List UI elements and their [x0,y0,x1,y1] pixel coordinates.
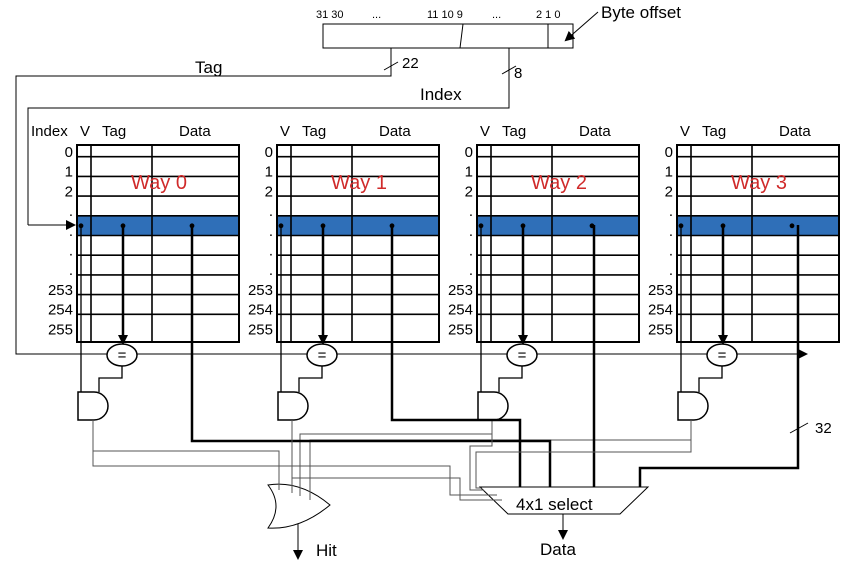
way-label: Way 3 [731,172,787,194]
row-label: 255 [48,321,73,338]
row-label: . [669,243,673,260]
bit-label-dots-1: ... [372,9,381,21]
tag-bus: Tag 22 [15,48,808,359]
column-header-tag: Tag [302,123,326,140]
index-bus: Index 8 [27,48,522,230]
selected-set-row [277,215,439,236]
row-label: 254 [48,302,73,319]
data-out-label: Data [540,540,576,559]
column-header-index: Index [31,123,68,140]
tag-width-label: 22 [402,55,419,72]
column-header-v: V [680,123,690,140]
column-header-tag: Tag [102,123,126,140]
column-header-v: V [480,123,490,140]
row-label: . [69,223,73,240]
comparator-symbol: = [518,347,527,364]
comparator-symbol: = [718,347,727,364]
row-label: 254 [648,302,673,319]
cache-way-0: Index V Tag Data 0 1 2.... 253 254 255 Way 0 = [31,123,240,421]
row-label: 253 [248,282,273,299]
row-label: . [669,203,673,220]
index-bus-label: Index [420,85,462,104]
row-label: 255 [448,321,473,338]
column-header-tag: Tag [502,123,526,140]
row-label: 1 [265,164,273,181]
row-label: 253 [448,282,473,299]
tag-bus-label: Tag [195,58,222,77]
row-label: 253 [48,282,73,299]
hit-label: Hit [316,541,337,560]
row-label: 0 [465,144,473,161]
column-header-tag: Tag [702,123,726,140]
row-label: 254 [448,302,473,319]
row-label: . [269,262,273,279]
row-label: . [669,223,673,240]
row-label: . [269,223,273,240]
comparator-symbol: = [118,347,127,364]
row-label: 2 [65,183,73,200]
byte-offset-label: Byte offset [601,3,681,22]
row-label: . [669,262,673,279]
column-header-data: Data [379,123,411,140]
way-label: Way 2 [531,172,587,194]
and-gate-icon [477,391,509,421]
row-label: 2 [265,183,273,200]
bit-label-2-1-0: 2 1 0 [536,9,560,21]
row-label: . [69,203,73,220]
index-width-label: 8 [514,65,522,82]
or-gate-icon [267,483,331,529]
cache-way-3: V Tag Data 0 1 2.... 253 254 255 Way 3 = [648,123,840,421]
bit-label-dots-2: ... [492,9,501,21]
data-width-label: 32 [815,420,832,437]
row-label: 0 [65,144,73,161]
row-label: 2 [665,183,673,200]
selected-set-row [77,215,239,236]
row-label: . [269,243,273,260]
column-header-v: V [80,123,90,140]
row-label: 1 [65,164,73,181]
row-label: 253 [648,282,673,299]
row-label: 255 [248,321,273,338]
row-label: . [469,223,473,240]
column-header-v: V [280,123,290,140]
row-label: 1 [465,164,473,181]
row-label: 0 [265,144,273,161]
cache-ways: Index V Tag Data 0 1 2.... 253 254 255 Way 0 = V Tag D… [31,123,840,421]
hit-logic: Hit [92,420,692,560]
column-header-data: Data [779,123,811,140]
bit-label-31-30: 31 30 [316,9,344,21]
and-gate-icon [77,391,109,421]
row-label: . [269,203,273,220]
comparator-symbol: = [318,347,327,364]
address-register: 31 30 ... 11 10 9 ... 2 1 0 Byte offset [316,3,681,49]
row-label: . [69,262,73,279]
selected-set-row [477,215,639,236]
row-label: 2 [465,183,473,200]
row-label: . [469,203,473,220]
and-gate-icon [277,391,309,421]
row-label: 1 [665,164,673,181]
mux-4x1 [478,486,650,515]
column-header-data: Data [579,123,611,140]
row-label: 0 [665,144,673,161]
mux-label: 4x1 select [516,495,593,514]
cache-way-1: V Tag Data 0 1 2.... 253 254 255 Way 1 = [248,123,440,421]
row-label: . [469,243,473,260]
and-gate-icon [677,391,709,421]
cache-way-2: V Tag Data 0 1 2.... 253 254 255 Way 2 = [448,123,640,421]
selected-set-row [677,215,839,236]
column-header-data: Data [179,123,211,140]
row-label: 255 [648,321,673,338]
row-label: 254 [248,302,273,319]
row-label: . [469,262,473,279]
row-label: . [69,243,73,260]
byte-offset-arrow [564,11,599,42]
data-select-logic: 4x1 select Data 32 [92,225,832,559]
bit-label-11-10-9: 11 10 9 [427,9,463,21]
way-label: Way 0 [131,172,187,194]
way-label: Way 1 [331,172,387,194]
